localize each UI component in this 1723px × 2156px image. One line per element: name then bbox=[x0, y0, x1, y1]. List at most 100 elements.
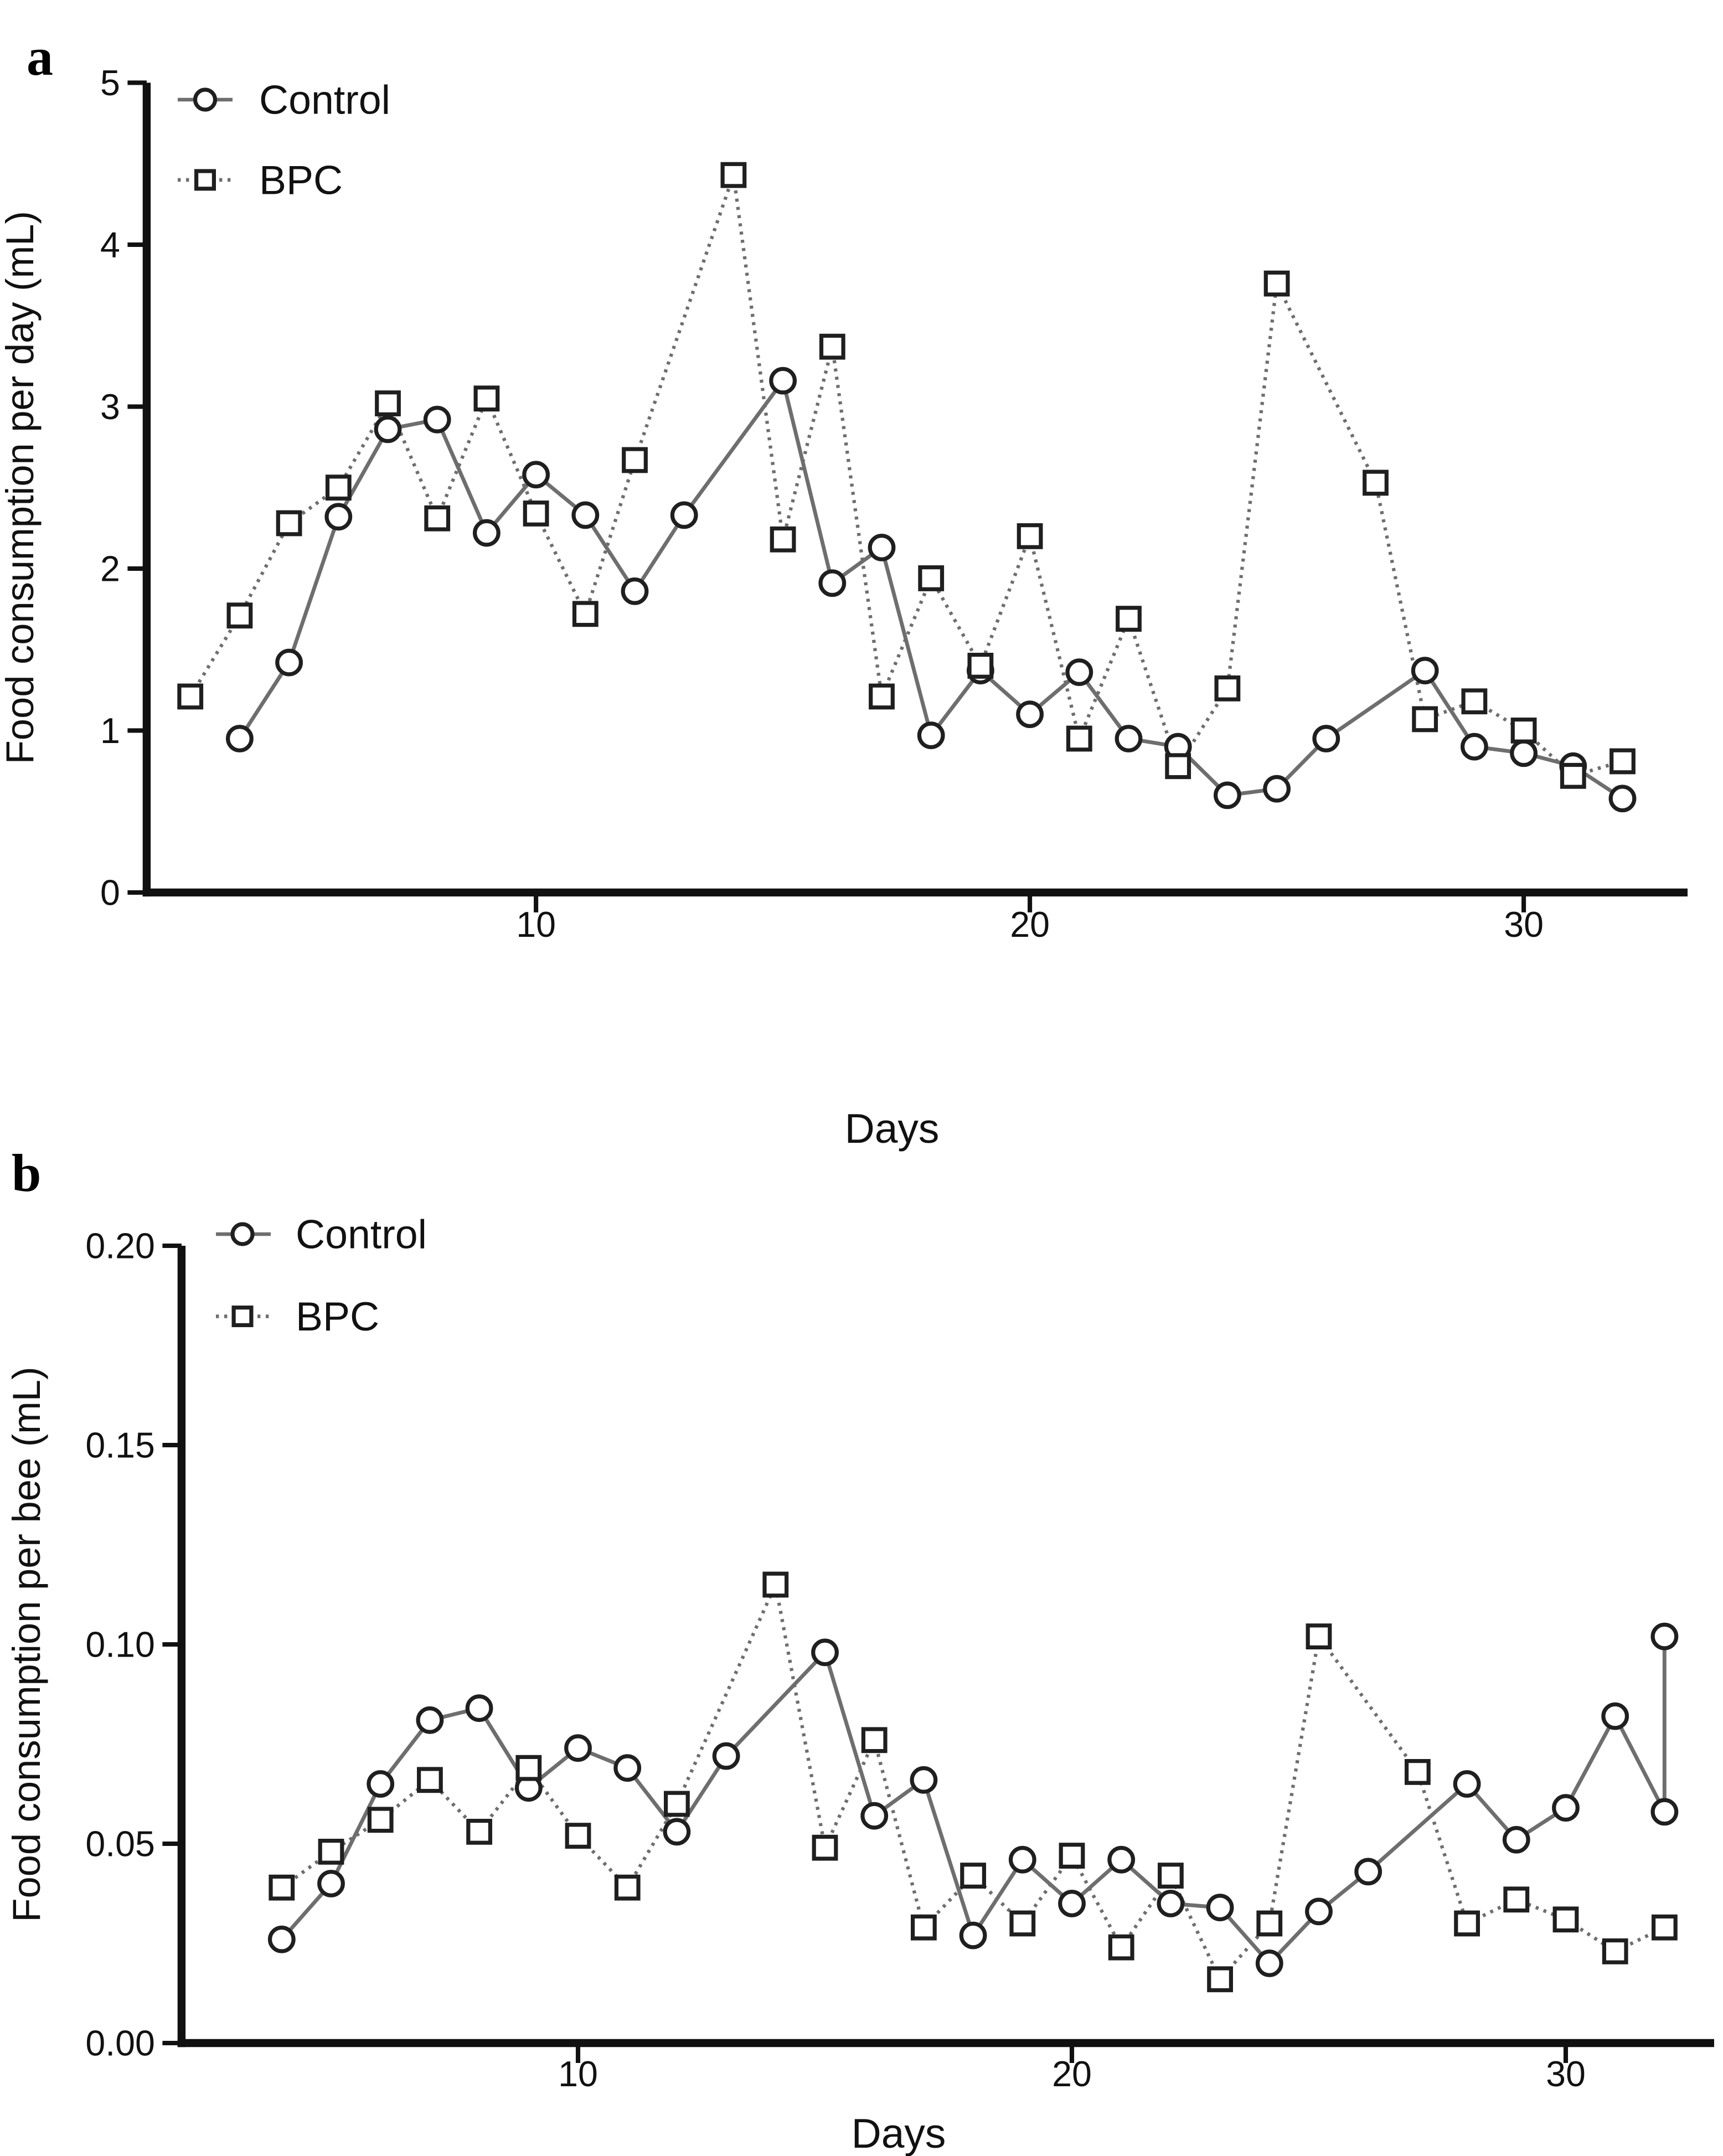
data-point-square bbox=[523, 501, 549, 527]
data-point-circle bbox=[1502, 1825, 1530, 1854]
data-point-circle bbox=[1206, 1894, 1234, 1922]
data-point-square bbox=[276, 510, 302, 537]
data-point-square bbox=[1510, 718, 1537, 744]
data-point-circle bbox=[1650, 1622, 1679, 1650]
data-point-square bbox=[1306, 1623, 1332, 1650]
data-point-square bbox=[1009, 1910, 1036, 1937]
data-point-circle bbox=[1255, 1949, 1283, 1977]
data-point-circle bbox=[1453, 1770, 1481, 1798]
data-point-square bbox=[1256, 1910, 1283, 1937]
data-point-circle bbox=[811, 1638, 839, 1667]
data-point-square bbox=[1059, 1843, 1085, 1869]
data-point-circle bbox=[860, 1802, 889, 1830]
data-point-square bbox=[1207, 1966, 1233, 1993]
legend-label: Control bbox=[296, 1211, 427, 1257]
data-point-circle bbox=[1552, 1794, 1580, 1822]
data-point-circle bbox=[1354, 1858, 1382, 1886]
data-point-square bbox=[1560, 762, 1586, 789]
data-point-square bbox=[861, 1727, 888, 1753]
data-point-circle bbox=[473, 519, 501, 547]
data-point-circle bbox=[1213, 781, 1241, 809]
legend-item-control: Control bbox=[178, 77, 390, 123]
panel-letter-b: b bbox=[12, 1143, 42, 1203]
y-tick-label: 5 bbox=[100, 63, 120, 103]
x-axis-title: Days bbox=[845, 1105, 940, 1152]
data-point-circle bbox=[1016, 700, 1044, 729]
data-point-circle bbox=[275, 648, 303, 677]
data-point-circle bbox=[1008, 1845, 1036, 1874]
data-point-circle bbox=[818, 569, 847, 597]
data-point-circle bbox=[1411, 657, 1439, 685]
data-point-square bbox=[1404, 1759, 1431, 1785]
y-axis-title: Food consumption per bee (mL) bbox=[4, 1366, 48, 1922]
data-point-square bbox=[770, 526, 796, 553]
data-point-circle bbox=[1115, 725, 1143, 752]
data-point-circle bbox=[910, 1766, 938, 1794]
data-point-square bbox=[663, 1791, 690, 1817]
data-point-circle bbox=[1263, 775, 1291, 803]
data-point-circle bbox=[1305, 1897, 1333, 1926]
panel-a-chart: 0 1 2 3 4 5 10 20 30 Days Food consumption per day… bbox=[0, 63, 1688, 1152]
x-tick-label: 30 bbox=[1504, 905, 1544, 945]
data-point-square bbox=[424, 505, 451, 532]
data-point-circle bbox=[564, 1734, 592, 1762]
data-point-square bbox=[1552, 1906, 1579, 1933]
y-tick-label: 4 bbox=[100, 225, 120, 265]
data-point-circle bbox=[959, 1921, 987, 1949]
series-bpc-line bbox=[189, 174, 1623, 778]
data-point-square bbox=[1066, 725, 1092, 752]
data-point-circle bbox=[522, 461, 550, 489]
data-point-square bbox=[622, 447, 648, 473]
data-point-square bbox=[1503, 1886, 1530, 1913]
legend: Control BPC bbox=[216, 1211, 427, 1339]
data-point-circle bbox=[663, 1818, 691, 1846]
y-axis-title: Food consumption per day (mL) bbox=[0, 211, 42, 764]
data-point-square bbox=[1165, 753, 1191, 780]
data-point-circle bbox=[1107, 1845, 1136, 1874]
data-point-circle bbox=[416, 1706, 444, 1734]
data-point-square bbox=[869, 683, 895, 710]
data-point-square bbox=[1263, 270, 1290, 297]
data-point-square bbox=[967, 653, 994, 679]
x-tick-label: 10 bbox=[558, 2054, 598, 2094]
data-point-square bbox=[177, 683, 204, 710]
y-tick-label: 1 bbox=[100, 711, 120, 751]
y-tick-label: 0.00 bbox=[85, 2024, 155, 2064]
data-point-square bbox=[720, 162, 747, 188]
legend-item-bpc: BPC bbox=[216, 1293, 379, 1339]
data-point-circle bbox=[670, 501, 698, 529]
y-tick-label: 0.20 bbox=[85, 1226, 155, 1266]
data-point-circle bbox=[367, 1770, 395, 1798]
legend: Control BPC bbox=[178, 77, 390, 203]
x-tick-label: 20 bbox=[1010, 905, 1050, 945]
data-point-circle bbox=[1058, 1890, 1086, 1917]
data-point-square bbox=[1214, 675, 1241, 702]
legend-label: Control bbox=[259, 77, 390, 123]
data-point-circle bbox=[712, 1742, 740, 1770]
data-point-circle bbox=[317, 1870, 345, 1897]
data-point-circle bbox=[868, 533, 896, 561]
legend-label: BPC bbox=[259, 157, 343, 203]
data-point-square bbox=[960, 1863, 986, 1889]
x-tick-label: 30 bbox=[1546, 2054, 1586, 2094]
data-point-square bbox=[614, 1874, 641, 1901]
data-point-square bbox=[565, 1823, 591, 1849]
data-point-square bbox=[1108, 1934, 1134, 1961]
data-point-circle bbox=[1460, 733, 1488, 761]
panel-b-chart: 0.00 0.05 0.10 0.15 0.20 10 20 30 Days Food consu… bbox=[4, 1211, 1714, 2156]
data-point-circle bbox=[621, 577, 649, 605]
data-point-circle bbox=[465, 1694, 493, 1722]
data-point-circle bbox=[1510, 739, 1538, 767]
y-tick-label: 0.15 bbox=[85, 1426, 155, 1466]
data-point-circle bbox=[1608, 785, 1637, 813]
data-point-circle bbox=[571, 501, 600, 529]
data-point-square bbox=[1412, 706, 1438, 733]
data-point-square bbox=[466, 1819, 493, 1845]
data-point-square bbox=[819, 333, 845, 360]
data-point-square bbox=[1651, 1914, 1678, 1941]
data-point-square bbox=[367, 1807, 394, 1833]
legend-square-icon bbox=[231, 1305, 254, 1327]
data-point-square bbox=[1017, 523, 1043, 549]
data-point-circle bbox=[324, 503, 353, 531]
